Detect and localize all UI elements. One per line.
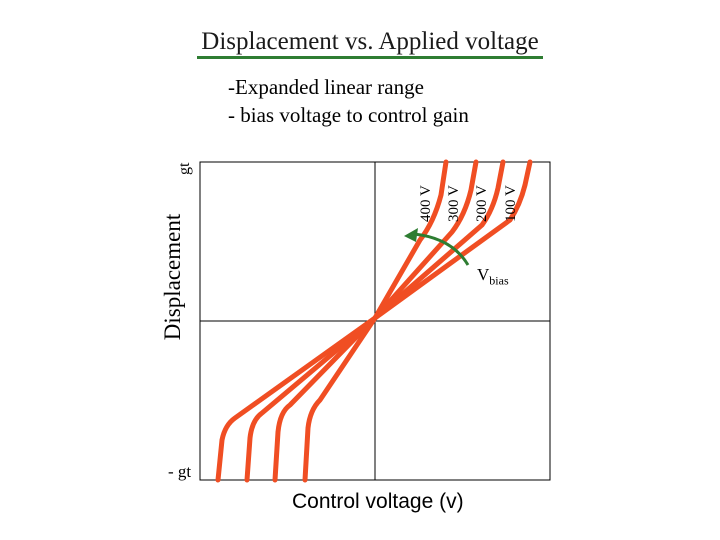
bullet-expanded-range: -Expanded linear range (228, 75, 424, 99)
bias-voltage-label: Vbias (477, 265, 509, 288)
voltage-label-200: 200 V (474, 185, 490, 222)
bias-arrow (413, 232, 470, 266)
y-top-label: gt (176, 162, 193, 175)
y-axis-label: Displacement (160, 213, 185, 341)
y-bottom-label: - gt (168, 462, 192, 481)
curve-400v (302, 159, 449, 483)
curves (215, 159, 533, 483)
voltage-label-400: 400 V (418, 185, 434, 222)
voltage-label-300: 300 V (446, 185, 462, 222)
x-axis-label: Control voltage (v) (292, 490, 464, 513)
bullet-bias-voltage: - bias voltage to control gain (228, 103, 469, 127)
voltage-label-100: 100 V (503, 185, 519, 222)
page-title: Displacement vs. Applied voltage (0, 28, 720, 59)
bias-arrow-head (404, 228, 418, 242)
